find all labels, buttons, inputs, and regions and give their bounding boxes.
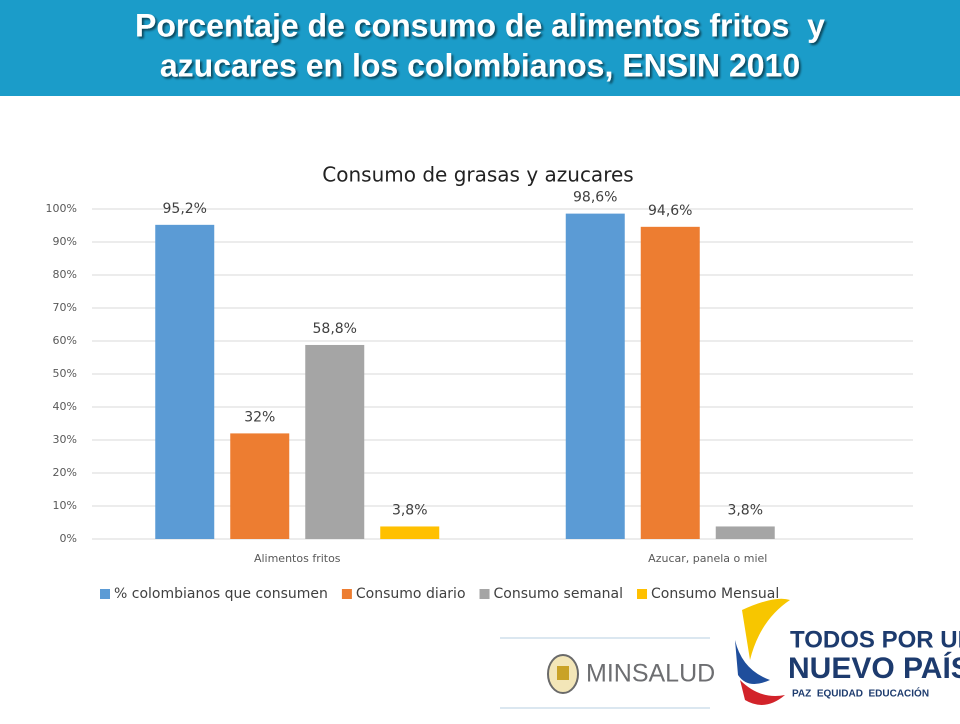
- slide-title: azucares en los colombianos, ENSIN 2010: [160, 47, 800, 83]
- legend-swatch: [341, 589, 352, 599]
- y-tick-label: 20%: [53, 466, 77, 479]
- data-label: 58,8%: [313, 321, 357, 337]
- y-tick-label: 60%: [53, 334, 77, 347]
- logo-text: PAZ EQUIDAD EDUCACIÓN: [792, 687, 929, 700]
- bar: [715, 526, 775, 539]
- chart-title: Consumo de grasas y azucares: [322, 163, 633, 187]
- legend: % colombianos que consumen Consumo diario…: [100, 586, 779, 602]
- legend-label: % colombianos que consumen: [114, 586, 328, 602]
- legend-label: Consumo diario: [356, 586, 466, 602]
- y-tick-label: 30%: [53, 433, 77, 446]
- y-tick-label: 50%: [53, 367, 77, 380]
- y-tick-label: 100%: [46, 202, 77, 215]
- logo-text: TODOS POR UN: [790, 626, 960, 653]
- bar: [305, 344, 365, 539]
- bar: [380, 526, 440, 539]
- y-tick-label: 80%: [53, 268, 77, 281]
- y-tick-label: 70%: [53, 301, 77, 314]
- data-label: 3,8%: [392, 502, 428, 518]
- bar: [565, 213, 625, 539]
- crest-shield: [557, 666, 569, 680]
- y-tick-label: 0%: [60, 532, 77, 545]
- x-tick-label: Azucar, panela o miel: [648, 552, 767, 565]
- legend-swatch: [479, 589, 490, 599]
- bar: [155, 224, 215, 539]
- y-tick-label: 90%: [53, 235, 77, 248]
- slide-title: Porcentaje de consumo de alimentos frito…: [135, 7, 825, 43]
- logo-swoosh: [740, 680, 785, 705]
- legend-swatch: [100, 589, 110, 599]
- data-label: 94,6%: [648, 203, 692, 219]
- plot: 0% 10% 20% 30% 40% 50% 60% 70% 80% 90% 100% Aliment…: [46, 190, 913, 565]
- logo-text: MINSALUD: [586, 660, 715, 688]
- data-label: 3,8%: [727, 502, 763, 518]
- logo-swoosh: [735, 640, 770, 684]
- logo-text: NUEVO PAÍS: [788, 651, 960, 685]
- y-tick-label: 40%: [53, 400, 77, 413]
- data-label: 98,6%: [573, 190, 617, 206]
- legend-label: Consumo Mensual: [651, 586, 779, 602]
- y-tick-label: 10%: [53, 499, 77, 512]
- bar: [640, 226, 700, 539]
- legend-swatch: [637, 589, 648, 599]
- x-tick-label: Alimentos fritos: [254, 552, 341, 565]
- bar: [230, 433, 290, 539]
- logo-swoosh: [742, 598, 790, 660]
- data-label: 32%: [244, 409, 275, 425]
- data-label: 95,2%: [163, 201, 207, 217]
- legend-label: Consumo semanal: [494, 586, 624, 602]
- header-band: [0, 0, 960, 96]
